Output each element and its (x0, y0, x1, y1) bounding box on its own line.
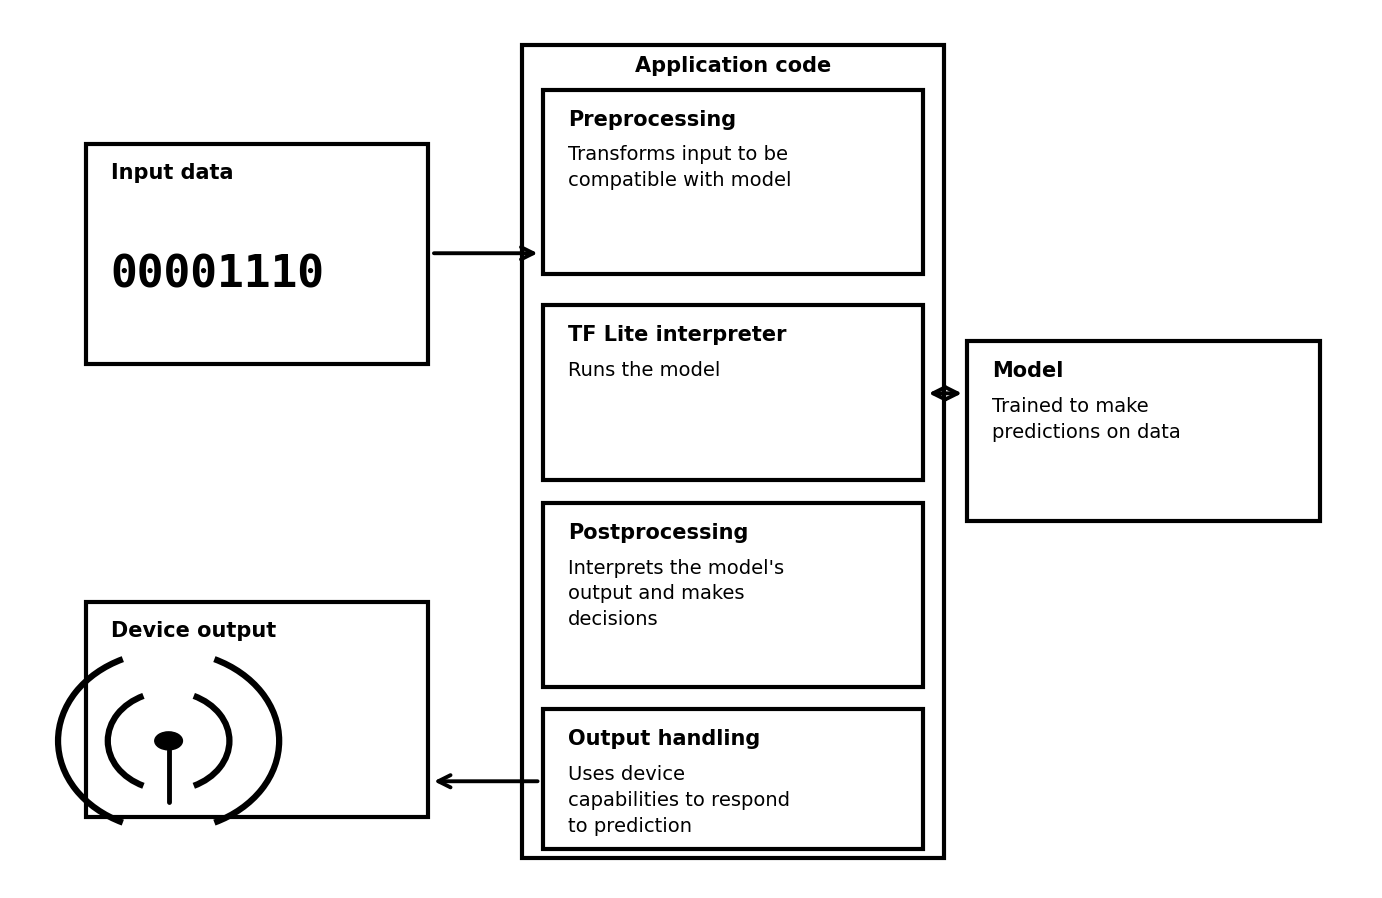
Bar (543, 709, 923, 849)
Text: Uses device
capabilities to respond
to prediction: Uses device capabilities to respond to p… (568, 765, 791, 836)
Text: Postprocessing: Postprocessing (568, 523, 749, 542)
Text: Application code: Application code (634, 56, 832, 75)
Bar (543, 305, 923, 480)
Text: Preprocessing: Preprocessing (568, 110, 737, 129)
Text: Input data: Input data (111, 163, 234, 183)
Bar (543, 90, 923, 274)
Text: Output handling: Output handling (568, 729, 760, 749)
Text: TF Lite interpreter: TF Lite interpreter (568, 325, 786, 345)
Bar (543, 503, 923, 687)
Text: 00001110: 00001110 (111, 253, 325, 296)
Text: Transforms input to be
compatible with model: Transforms input to be compatible with m… (568, 145, 792, 190)
Text: Interprets the model's
output and makes
decisions: Interprets the model's output and makes … (568, 559, 784, 629)
Text: Runs the model: Runs the model (568, 361, 720, 380)
Circle shape (155, 732, 182, 750)
Text: Model: Model (992, 361, 1064, 381)
Bar (967, 341, 1320, 521)
Text: Trained to make
predictions on data: Trained to make predictions on data (992, 397, 1182, 442)
Bar (86, 602, 428, 817)
Text: Device output: Device output (111, 621, 276, 641)
Bar (522, 45, 944, 858)
Bar (86, 144, 428, 364)
